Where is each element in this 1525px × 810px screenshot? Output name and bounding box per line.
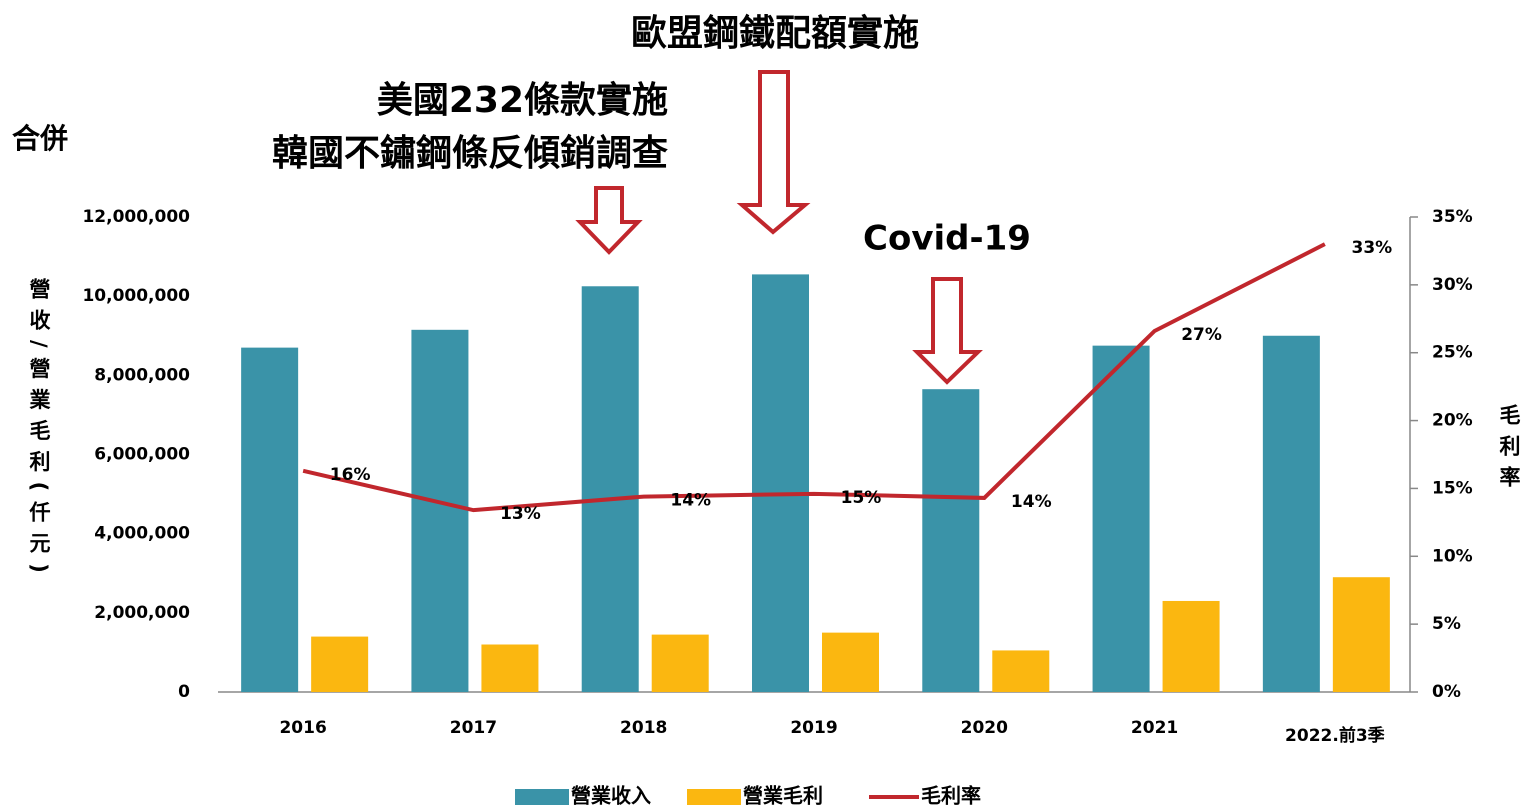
arrow — [912, 277, 983, 385]
bar — [1262, 335, 1320, 692]
y2-tick-label: 5% — [1432, 614, 1461, 634]
x-tick-label: 2020 — [961, 718, 1008, 738]
x-tick-label: 2016 — [279, 718, 326, 738]
legend-swatch — [687, 789, 741, 805]
bar — [581, 286, 639, 692]
y2-tick-label: 0% — [1432, 682, 1461, 702]
y-tick-label: 12,000,000 — [82, 207, 190, 227]
annotation: Covid-19 — [863, 219, 1031, 259]
y2-tick-label: 20% — [1432, 411, 1473, 431]
arrows — [575, 70, 983, 385]
y2-tick-label: 30% — [1432, 275, 1473, 295]
data-label: 27% — [1181, 325, 1222, 345]
bar — [1162, 600, 1220, 692]
y2-tick-label: 25% — [1432, 343, 1473, 363]
y-tick-label: 0 — [178, 682, 190, 702]
bar — [311, 636, 369, 692]
y2-tick-label: 35% — [1432, 207, 1473, 227]
data-label: 16% — [330, 465, 371, 485]
legend-label: 營業毛利 — [743, 784, 823, 808]
y2-tick-label: 15% — [1432, 478, 1473, 498]
legend-label: 毛利率 — [921, 784, 981, 808]
x-tick-label: 2022.前3季 — [1285, 725, 1385, 746]
data-label: 15% — [841, 488, 882, 508]
bar — [651, 634, 709, 692]
bar — [1332, 577, 1390, 692]
bar — [992, 650, 1050, 692]
y2-axis-label: 毛利率 — [1497, 404, 1521, 497]
y-tick-label: 10,000,000 — [82, 286, 190, 306]
line — [302, 242, 1326, 513]
annotation: 韓國不鏽鋼條反傾銷調查 — [272, 132, 668, 174]
arrow — [736, 70, 811, 235]
subtitle: 合併 — [12, 122, 68, 155]
bar — [241, 347, 299, 692]
y-tick-label: 2,000,000 — [94, 603, 190, 623]
bar — [822, 632, 879, 692]
legend-label: 營業收入 — [571, 784, 651, 808]
x-tick-label: 2021 — [1131, 718, 1178, 738]
data-label: 13% — [500, 504, 541, 524]
bar — [922, 389, 980, 692]
x-tick-label: 2018 — [620, 718, 667, 738]
data-label: 14% — [670, 491, 711, 511]
data-label: 33% — [1352, 238, 1393, 258]
bar — [411, 329, 469, 692]
arrow — [575, 186, 643, 255]
annotation: 美國232條款實施 — [377, 79, 668, 121]
y2-tick-label: 10% — [1432, 546, 1473, 566]
y-tick-label: 4,000,000 — [94, 524, 190, 544]
annotation: 歐盟鋼鐵配額實施 — [631, 12, 919, 54]
bar — [752, 274, 809, 692]
x-tick-label: 2019 — [790, 718, 837, 738]
bar — [481, 644, 539, 692]
y-tick-label: 8,000,000 — [94, 365, 190, 385]
x-tick-label: 2017 — [450, 718, 497, 738]
y-axis-label: 營收/營業毛利(仟元) — [27, 278, 51, 583]
legend-swatch — [515, 789, 569, 805]
bar — [1092, 345, 1150, 692]
y-tick-label: 6,000,000 — [94, 445, 190, 465]
data-label: 14% — [1011, 492, 1052, 512]
